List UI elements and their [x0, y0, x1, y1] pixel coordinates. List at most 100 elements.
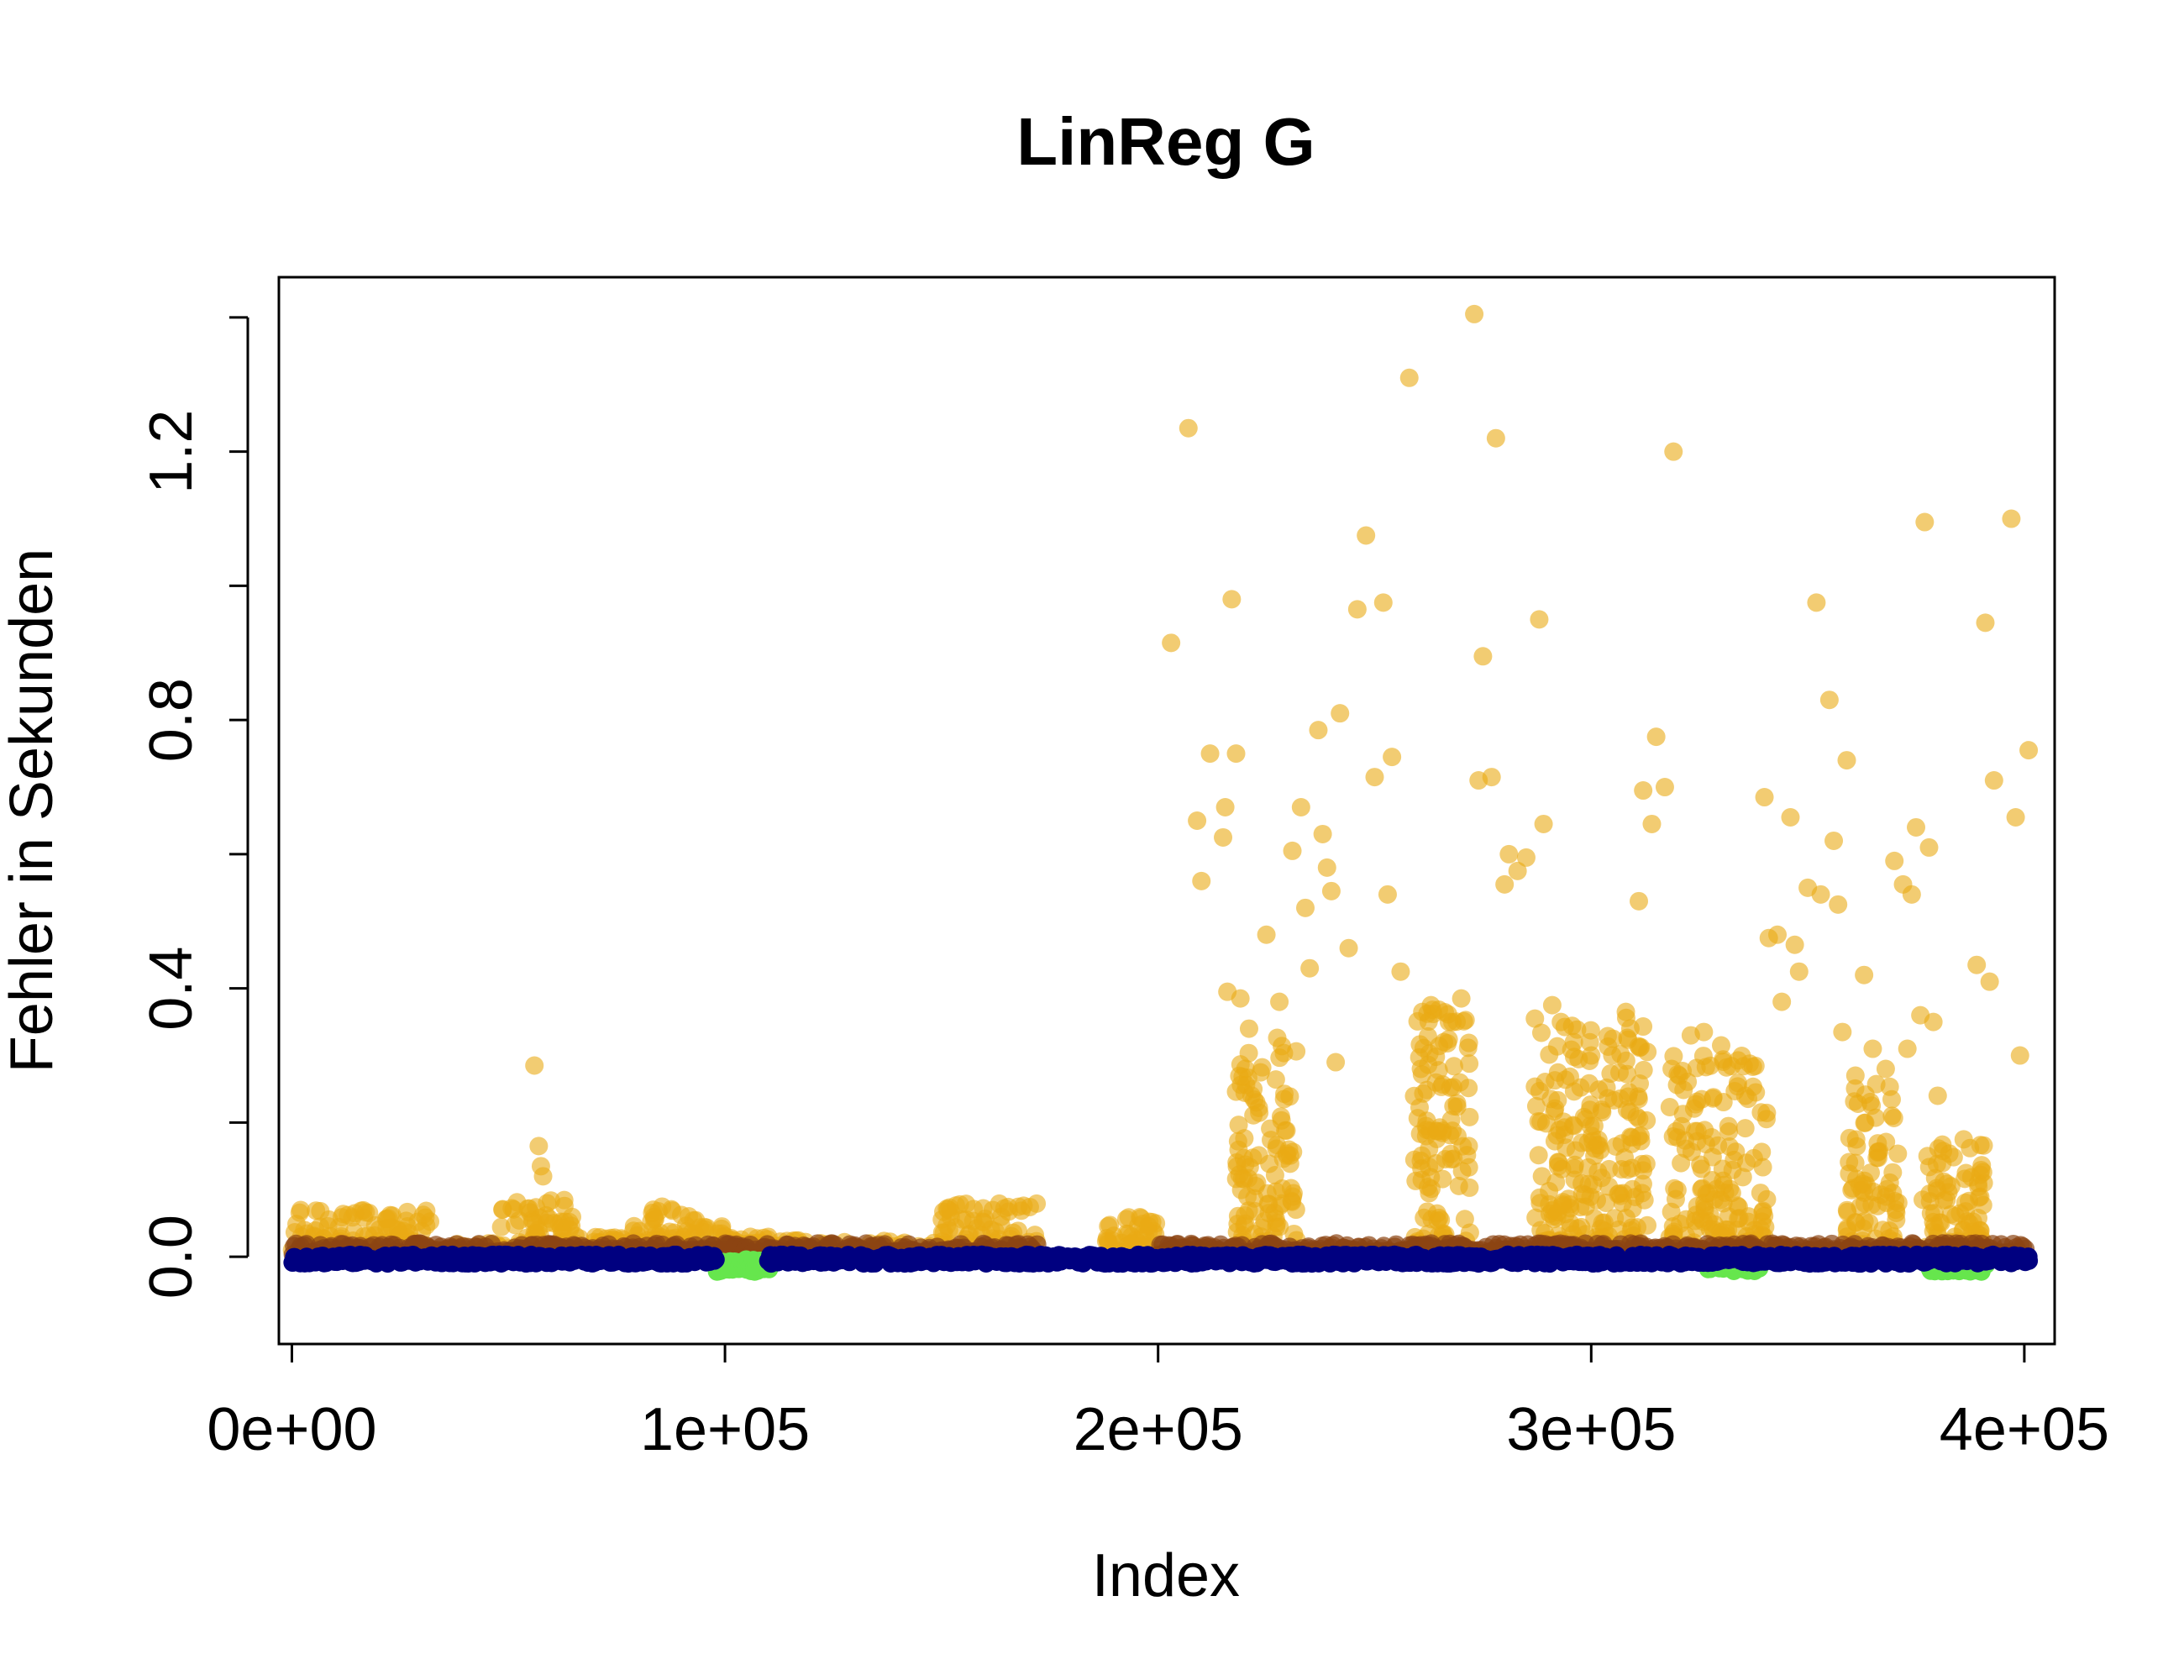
orange-point: [1713, 1159, 1732, 1179]
plot-content: [282, 304, 2039, 1281]
orange-point: [1357, 526, 1376, 545]
orange-point: [1457, 1146, 1477, 1165]
orange-point: [1728, 1077, 1747, 1096]
orange-point: [1717, 1058, 1736, 1077]
orange-point: [1270, 1217, 1289, 1236]
orange-point: [1415, 1208, 1434, 1227]
orange-point: [1592, 1168, 1611, 1188]
chart-title: LinReg G: [1016, 104, 1315, 179]
orange-point: [1845, 1066, 1865, 1085]
orange-point: [1692, 1089, 1711, 1109]
y-tick-label: 0.0: [138, 1215, 205, 1299]
orange-point: [1907, 817, 1926, 837]
orange-point: [1751, 1103, 1771, 1122]
orange-point: [662, 1200, 681, 1219]
orange-point: [1618, 1160, 1637, 1179]
orange-point: [1619, 1087, 1638, 1106]
x-tick-label: 0e+00: [207, 1396, 376, 1463]
orange-point: [1214, 827, 1233, 847]
orange-point: [491, 1217, 511, 1236]
orange-point: [1188, 811, 1207, 830]
orange-point: [541, 1191, 560, 1210]
orange-point: [1755, 788, 1774, 807]
orange-point: [1252, 1218, 1272, 1237]
orange-point: [1553, 1194, 1572, 1214]
orange-point: [1529, 1146, 1548, 1165]
orange-point: [1284, 1187, 1303, 1206]
orange-point: [1564, 1082, 1583, 1101]
orange-point: [1530, 1194, 1550, 1213]
orange-point: [1270, 992, 1289, 1011]
orange-point: [1525, 1009, 1545, 1028]
orange-point: [1239, 1019, 1258, 1038]
orange-point: [1554, 1112, 1573, 1131]
orange-point: [1623, 1199, 1642, 1218]
orange-point: [1919, 1158, 1939, 1177]
orange-point: [1447, 1097, 1467, 1116]
orange-point: [1499, 844, 1519, 864]
orange-point: [957, 1210, 976, 1229]
orange-point: [1686, 1121, 1705, 1141]
orange-point: [1789, 962, 1809, 981]
orange-point: [377, 1210, 396, 1229]
orange-point: [1546, 1099, 1565, 1118]
orange-point: [1898, 1039, 1917, 1058]
orange-point: [1257, 925, 1276, 944]
orange-point: [1578, 1158, 1598, 1177]
orange-point: [937, 1199, 957, 1218]
orange-point: [2002, 509, 2021, 528]
orange-point: [1954, 1130, 1973, 1149]
orange-point: [1266, 1070, 1285, 1089]
orange-point: [1391, 962, 1410, 981]
orange-point: [1482, 768, 1501, 787]
orange-point: [291, 1200, 310, 1220]
orange-point: [1192, 871, 1211, 890]
orange-point: [1960, 1191, 1979, 1210]
orange-point: [1300, 958, 1320, 978]
orange-point: [1262, 1131, 1281, 1150]
orange-point: [1735, 1119, 1755, 1138]
orange-point: [1460, 1054, 1479, 1074]
orange-point: [1933, 1135, 1952, 1154]
orange-point: [1421, 1179, 1441, 1199]
orange-point: [1443, 1012, 1462, 1032]
orange-point: [1280, 1154, 1299, 1173]
orange-point: [1583, 1126, 1602, 1146]
orange-point: [1564, 1032, 1583, 1052]
orange-point: [493, 1200, 512, 1219]
orange-point: [1974, 1136, 1993, 1155]
orange-point: [974, 1212, 993, 1231]
orange-point: [1655, 778, 1674, 797]
orange-point: [1274, 1089, 1294, 1109]
orange-point: [1811, 885, 1830, 904]
orange-point: [1746, 1083, 1766, 1102]
orange-point: [1532, 1167, 1551, 1186]
orange-point: [1458, 1038, 1478, 1058]
orange-point: [1980, 972, 1999, 991]
orange-point: [1667, 1180, 1687, 1200]
orange-point: [1829, 895, 1848, 914]
x-tick-label: 1e+05: [640, 1396, 810, 1463]
orange-point: [1734, 1057, 1753, 1076]
x-tick-label: 3e+05: [1506, 1396, 1676, 1463]
orange-point: [1295, 898, 1315, 917]
orange-point: [1667, 1121, 1686, 1141]
orange-point: [1928, 1086, 1947, 1105]
orange-point: [525, 1056, 544, 1075]
orange-point: [1239, 1043, 1258, 1063]
orange-point: [1309, 721, 1328, 740]
orange-point: [1967, 955, 1987, 974]
y-tick-label: 0.4: [138, 947, 205, 1031]
orange-point: [1473, 647, 1493, 666]
y-axis-label: Fehler in Sekunden: [0, 549, 66, 1073]
orange-point: [536, 1205, 555, 1225]
orange-point: [1548, 1152, 1567, 1172]
orange-point: [1914, 1190, 1933, 1210]
orange-point: [1455, 1210, 1474, 1229]
orange-point: [1737, 1153, 1756, 1173]
orange-point: [1317, 858, 1336, 877]
orange-point: [1883, 1184, 1903, 1203]
orange-point: [1418, 1026, 1437, 1046]
orange-point: [1663, 1217, 1683, 1236]
